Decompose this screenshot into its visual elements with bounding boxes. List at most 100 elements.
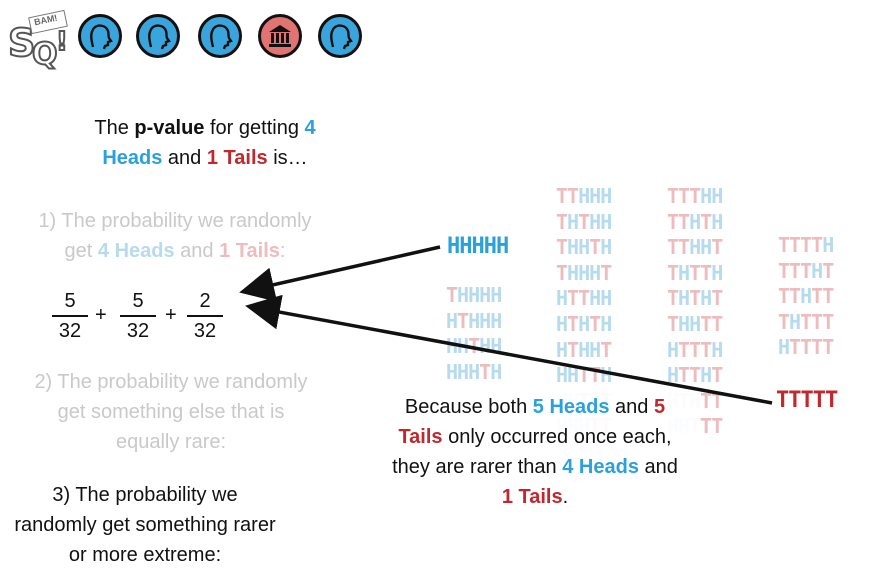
tails-letter: T bbox=[578, 209, 590, 234]
tails-letter: T bbox=[556, 184, 568, 208]
tails-letter: T bbox=[667, 311, 679, 336]
heads-letter: H bbox=[700, 235, 712, 260]
heads-letter: H bbox=[556, 363, 568, 388]
tails-letter: T bbox=[667, 260, 679, 285]
heads-letter: H bbox=[578, 337, 590, 362]
heads-letter: H bbox=[490, 283, 502, 307]
heads-letter: H bbox=[600, 209, 612, 234]
tails-letter: T bbox=[789, 258, 801, 283]
heads-letter: H bbox=[711, 260, 723, 285]
step-2-text: 2) The probability we randomly get somet… bbox=[6, 367, 336, 457]
heads-letter: H bbox=[556, 286, 568, 311]
heads-letter: H bbox=[490, 334, 502, 359]
fraction-numerator: 5 bbox=[64, 290, 76, 312]
caption-tails: Tails bbox=[398, 426, 443, 448]
tails-letter: T bbox=[789, 284, 801, 309]
heads-letter: H bbox=[678, 311, 690, 336]
tails-letter: T bbox=[822, 309, 834, 334]
step-1-heads: Heads bbox=[114, 240, 175, 262]
sequence-ttttt: TTTTT bbox=[776, 388, 838, 413]
tails-letter: T bbox=[822, 258, 834, 283]
fraction-bar bbox=[120, 315, 156, 317]
tails-letter: T bbox=[778, 309, 790, 334]
tails-letter: T bbox=[778, 284, 790, 309]
heads-letter: H bbox=[600, 363, 612, 388]
tails-letter: T bbox=[567, 286, 579, 311]
heads-letter: H bbox=[667, 363, 679, 388]
heads-letter: H bbox=[667, 337, 679, 362]
tails-letter: T bbox=[778, 258, 790, 283]
tails-letter: T bbox=[822, 335, 834, 360]
title-text: The bbox=[94, 117, 135, 139]
outcome-sequence: HTTTT bbox=[778, 335, 834, 361]
fraction-2: 5 32 bbox=[120, 288, 156, 344]
heads-letter: H bbox=[567, 363, 579, 388]
tails-letter: T bbox=[667, 184, 679, 208]
heads-letter: H bbox=[479, 334, 491, 359]
caption-tails: Tails bbox=[518, 486, 563, 508]
title-heads-count: 4 bbox=[304, 117, 316, 139]
heads-letter: H bbox=[778, 335, 790, 360]
outcome-sequence: TTTTH bbox=[778, 233, 834, 259]
tails-letter: T bbox=[700, 337, 712, 362]
tails-letter: T bbox=[711, 363, 723, 388]
outcome-sequence: THTTT bbox=[778, 309, 834, 336]
head-icon bbox=[78, 14, 122, 58]
tails-letter: T bbox=[678, 363, 690, 388]
plus-sign: + bbox=[95, 304, 107, 326]
tails-letter: T bbox=[567, 184, 579, 208]
heads-letter: H bbox=[600, 184, 612, 208]
title-tails: Tails bbox=[223, 147, 268, 169]
heads-letter: H bbox=[689, 209, 701, 234]
step-2-line: equally rare: bbox=[115, 431, 227, 453]
step-1-heads-count: 4 bbox=[97, 240, 110, 262]
tails-letter: T bbox=[800, 233, 812, 257]
tails-letter: T bbox=[811, 309, 823, 334]
heads-letter: H bbox=[700, 363, 712, 388]
tails-letter: T bbox=[678, 209, 690, 234]
tails-letter: T bbox=[667, 209, 679, 234]
outcome-column-4: TTTTH TTTHT TTHTT THTTT HTTTT bbox=[778, 233, 834, 361]
heads-letter: H bbox=[711, 337, 723, 362]
heads-letter: H bbox=[800, 284, 812, 309]
heads-letter: H bbox=[678, 260, 690, 285]
logo-graphic: S Q ! bbox=[2, 6, 74, 78]
outcome-sequence: HTTHH bbox=[556, 286, 612, 312]
title-tails-count: 1 bbox=[206, 147, 218, 169]
tails-letter: T bbox=[711, 311, 723, 336]
title-text: for getting bbox=[204, 117, 305, 139]
outcome-sequence: TTTHH bbox=[667, 184, 723, 210]
heads-letter: H bbox=[689, 311, 701, 336]
sequence-hhhhh: HHHHH bbox=[447, 234, 509, 259]
caption-heads: Heads bbox=[549, 396, 610, 418]
tails-letter: T bbox=[578, 286, 590, 311]
tails-letter: T bbox=[800, 258, 812, 283]
tails-letter: T bbox=[800, 335, 812, 360]
heads-letter: H bbox=[600, 311, 612, 336]
tails-letter: T bbox=[556, 209, 568, 234]
step-1-text: 1) The probability we randomly get 4 Hea… bbox=[10, 206, 340, 266]
heads-letter: H bbox=[600, 235, 612, 260]
heads-letter: H bbox=[789, 309, 801, 334]
caption-text: and bbox=[638, 456, 678, 478]
heads-letter: H bbox=[589, 260, 601, 285]
heads-letter: H bbox=[457, 283, 469, 307]
heads-letter: H bbox=[589, 337, 601, 362]
heads-letter: H bbox=[556, 337, 568, 362]
head-icon bbox=[198, 14, 242, 58]
fraction-denominator: 32 bbox=[58, 320, 82, 342]
heads-letter: H bbox=[578, 260, 590, 285]
step-1-line: and bbox=[174, 240, 220, 262]
tails-letter: T bbox=[479, 359, 491, 384]
step-1-line: 1) The probability we randomly bbox=[38, 210, 312, 232]
tails-letter: T bbox=[711, 414, 723, 439]
outcome-sequence: THTTH bbox=[667, 260, 723, 287]
tails-letter: T bbox=[711, 235, 723, 260]
heads-letter: H bbox=[700, 184, 712, 208]
outcome-sequence: HTTHT bbox=[667, 363, 723, 389]
heads-letter: H bbox=[556, 311, 568, 336]
tails-letter: T bbox=[689, 286, 701, 311]
tails-letter: T bbox=[811, 284, 823, 309]
outcome-column-1: THHHH HTHHH HHTHH HHHTH bbox=[446, 283, 502, 385]
caption-tails-count: 1 bbox=[501, 486, 513, 508]
